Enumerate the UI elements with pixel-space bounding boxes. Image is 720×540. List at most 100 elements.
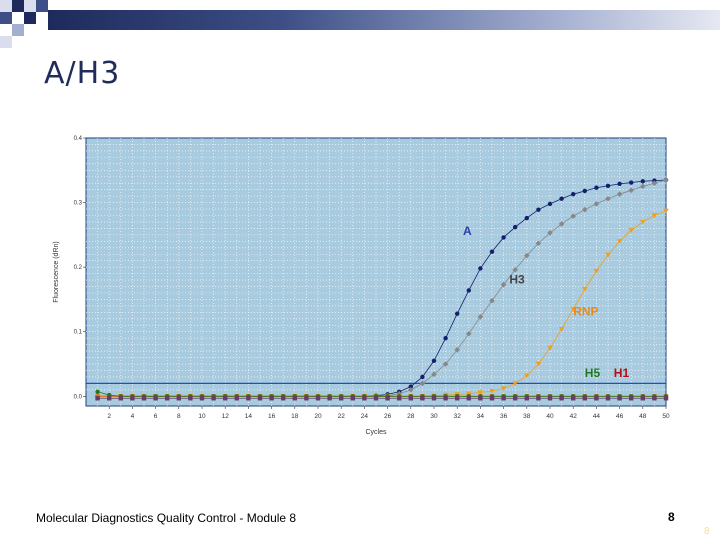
data-point [571, 191, 576, 197]
x-tick-label: 32 [454, 413, 462, 420]
x-tick-label: 24 [361, 413, 369, 420]
data-point [524, 373, 530, 379]
data-point [536, 396, 541, 401]
data-point [304, 396, 309, 401]
x-tick-label: 34 [477, 413, 485, 420]
data-point [629, 396, 634, 401]
data-point [350, 396, 355, 401]
data-point [408, 384, 413, 389]
data-point [292, 396, 297, 401]
plot-area [85, 137, 667, 407]
data-point [663, 177, 669, 183]
data-point [500, 281, 507, 288]
data-point [617, 181, 622, 187]
page-number: 8 [668, 510, 675, 524]
data-point [570, 306, 576, 312]
data-point [535, 361, 542, 367]
data-point [118, 396, 123, 401]
data-point [408, 387, 414, 393]
data-point [558, 221, 565, 227]
x-tick-label: 42 [570, 413, 578, 420]
y-tick-label: 0.1 [74, 330, 83, 336]
data-point [640, 179, 645, 184]
data-point [420, 396, 425, 401]
series-5 [95, 396, 669, 401]
data-point [455, 311, 460, 316]
data-point [513, 224, 518, 230]
data-point [489, 388, 495, 394]
data-point [500, 386, 507, 392]
data-point [582, 286, 588, 292]
data-point [211, 396, 216, 401]
data-point [582, 206, 588, 213]
data-point [477, 390, 484, 396]
x-tick-label: 26 [384, 413, 392, 420]
data-point [176, 396, 181, 401]
series-annotation: H1 [614, 366, 630, 380]
data-point [651, 213, 658, 219]
data-point [640, 183, 646, 190]
x-tick-label: 36 [500, 413, 508, 420]
data-point [651, 180, 658, 187]
data-point [558, 326, 565, 332]
data-point [281, 396, 286, 401]
data-point [466, 288, 471, 293]
x-tick-label: 4 [131, 413, 135, 420]
x-tick-label: 2 [107, 413, 111, 420]
x-tick-label: 14 [245, 413, 253, 420]
y-tick-label: 0.2 [74, 265, 83, 271]
data-point [616, 239, 623, 244]
data-point [130, 396, 135, 401]
data-point [594, 185, 599, 190]
data-point [513, 396, 518, 401]
data-point [385, 396, 390, 401]
data-point [269, 396, 274, 401]
x-tick-label: 16 [268, 413, 276, 420]
x-tick-label: 46 [616, 413, 624, 420]
data-point [431, 371, 437, 378]
data-point [559, 396, 564, 401]
data-point [107, 396, 112, 401]
data-point [489, 297, 495, 304]
x-tick-label: 22 [338, 413, 346, 420]
x-tick-label: 48 [639, 413, 647, 420]
data-point [466, 396, 471, 401]
data-point [362, 396, 367, 401]
data-point [571, 396, 576, 401]
data-point [95, 389, 100, 394]
data-point [547, 201, 553, 207]
x-tick-label: 28 [407, 413, 415, 420]
data-point [547, 396, 553, 401]
data-point [524, 215, 529, 221]
data-point [501, 396, 506, 401]
amplification-chart: 2 4 6 8 10 12 14 16 18 20 22 24 26 28 30 32 34 36 38 40 42 44… [50, 128, 672, 445]
data-point [443, 396, 448, 401]
series-annotation: H3 [509, 272, 525, 286]
x-tick-label: 44 [593, 413, 601, 420]
data-point [188, 396, 193, 401]
series-annotation: H5 [585, 366, 601, 380]
data-point [223, 396, 228, 401]
data-point [454, 347, 460, 353]
data-point [617, 396, 622, 401]
data-point [477, 314, 484, 320]
data-point [582, 188, 587, 194]
data-point [652, 396, 657, 401]
data-point [478, 266, 483, 271]
data-point [605, 195, 611, 202]
annotation-layer: A H3 RNP H5 H1 [463, 224, 629, 380]
data-point [593, 201, 600, 207]
corner-checker-decoration [0, 0, 48, 48]
data-point [512, 381, 518, 386]
data-point [466, 330, 472, 337]
data-point [547, 345, 553, 351]
data-point [501, 235, 506, 240]
data-point [443, 335, 448, 341]
x-tick-label: 50 [662, 413, 670, 420]
x-tick-label: 6 [154, 413, 158, 420]
x-tick-label: 38 [523, 413, 531, 420]
x-axis-label: Cycles [365, 429, 387, 436]
data-point [640, 219, 646, 225]
data-point [478, 396, 483, 401]
data-point [408, 396, 413, 401]
